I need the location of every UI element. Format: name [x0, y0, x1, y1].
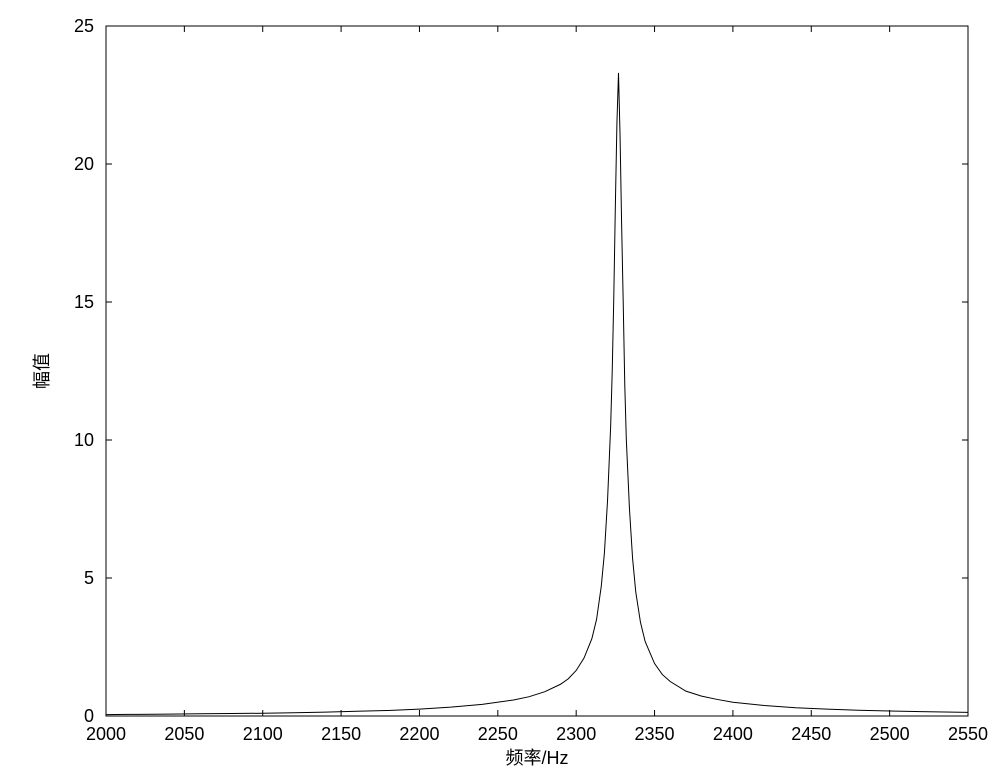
- plot-border: [106, 26, 968, 716]
- x-tick-label: 2450: [791, 724, 831, 744]
- y-tick-label: 15: [74, 292, 94, 312]
- y-tick-label: 20: [74, 154, 94, 174]
- y-tick-label: 0: [84, 706, 94, 726]
- x-tick-label: 2100: [243, 724, 283, 744]
- x-tick-label: 2500: [870, 724, 910, 744]
- x-tick-label: 2050: [164, 724, 204, 744]
- spectrum-chart: 2000205021002150220022502300235024002450…: [0, 0, 1000, 784]
- x-tick-label: 2400: [713, 724, 753, 744]
- y-axis-label: 幅值: [32, 353, 52, 389]
- x-tick-label: 2300: [556, 724, 596, 744]
- x-tick-label: 2150: [321, 724, 361, 744]
- y-tick-label: 5: [84, 568, 94, 588]
- x-axis-label: 频率/Hz: [506, 748, 569, 768]
- x-tick-label: 2200: [399, 724, 439, 744]
- x-tick-label: 2000: [86, 724, 126, 744]
- x-tick-label: 2550: [948, 724, 988, 744]
- x-tick-label: 2350: [635, 724, 675, 744]
- spectrum-line: [106, 73, 968, 715]
- y-tick-label: 25: [74, 16, 94, 36]
- x-tick-label: 2250: [478, 724, 518, 744]
- y-tick-label: 10: [74, 430, 94, 450]
- chart-container: 2000205021002150220022502300235024002450…: [0, 0, 1000, 784]
